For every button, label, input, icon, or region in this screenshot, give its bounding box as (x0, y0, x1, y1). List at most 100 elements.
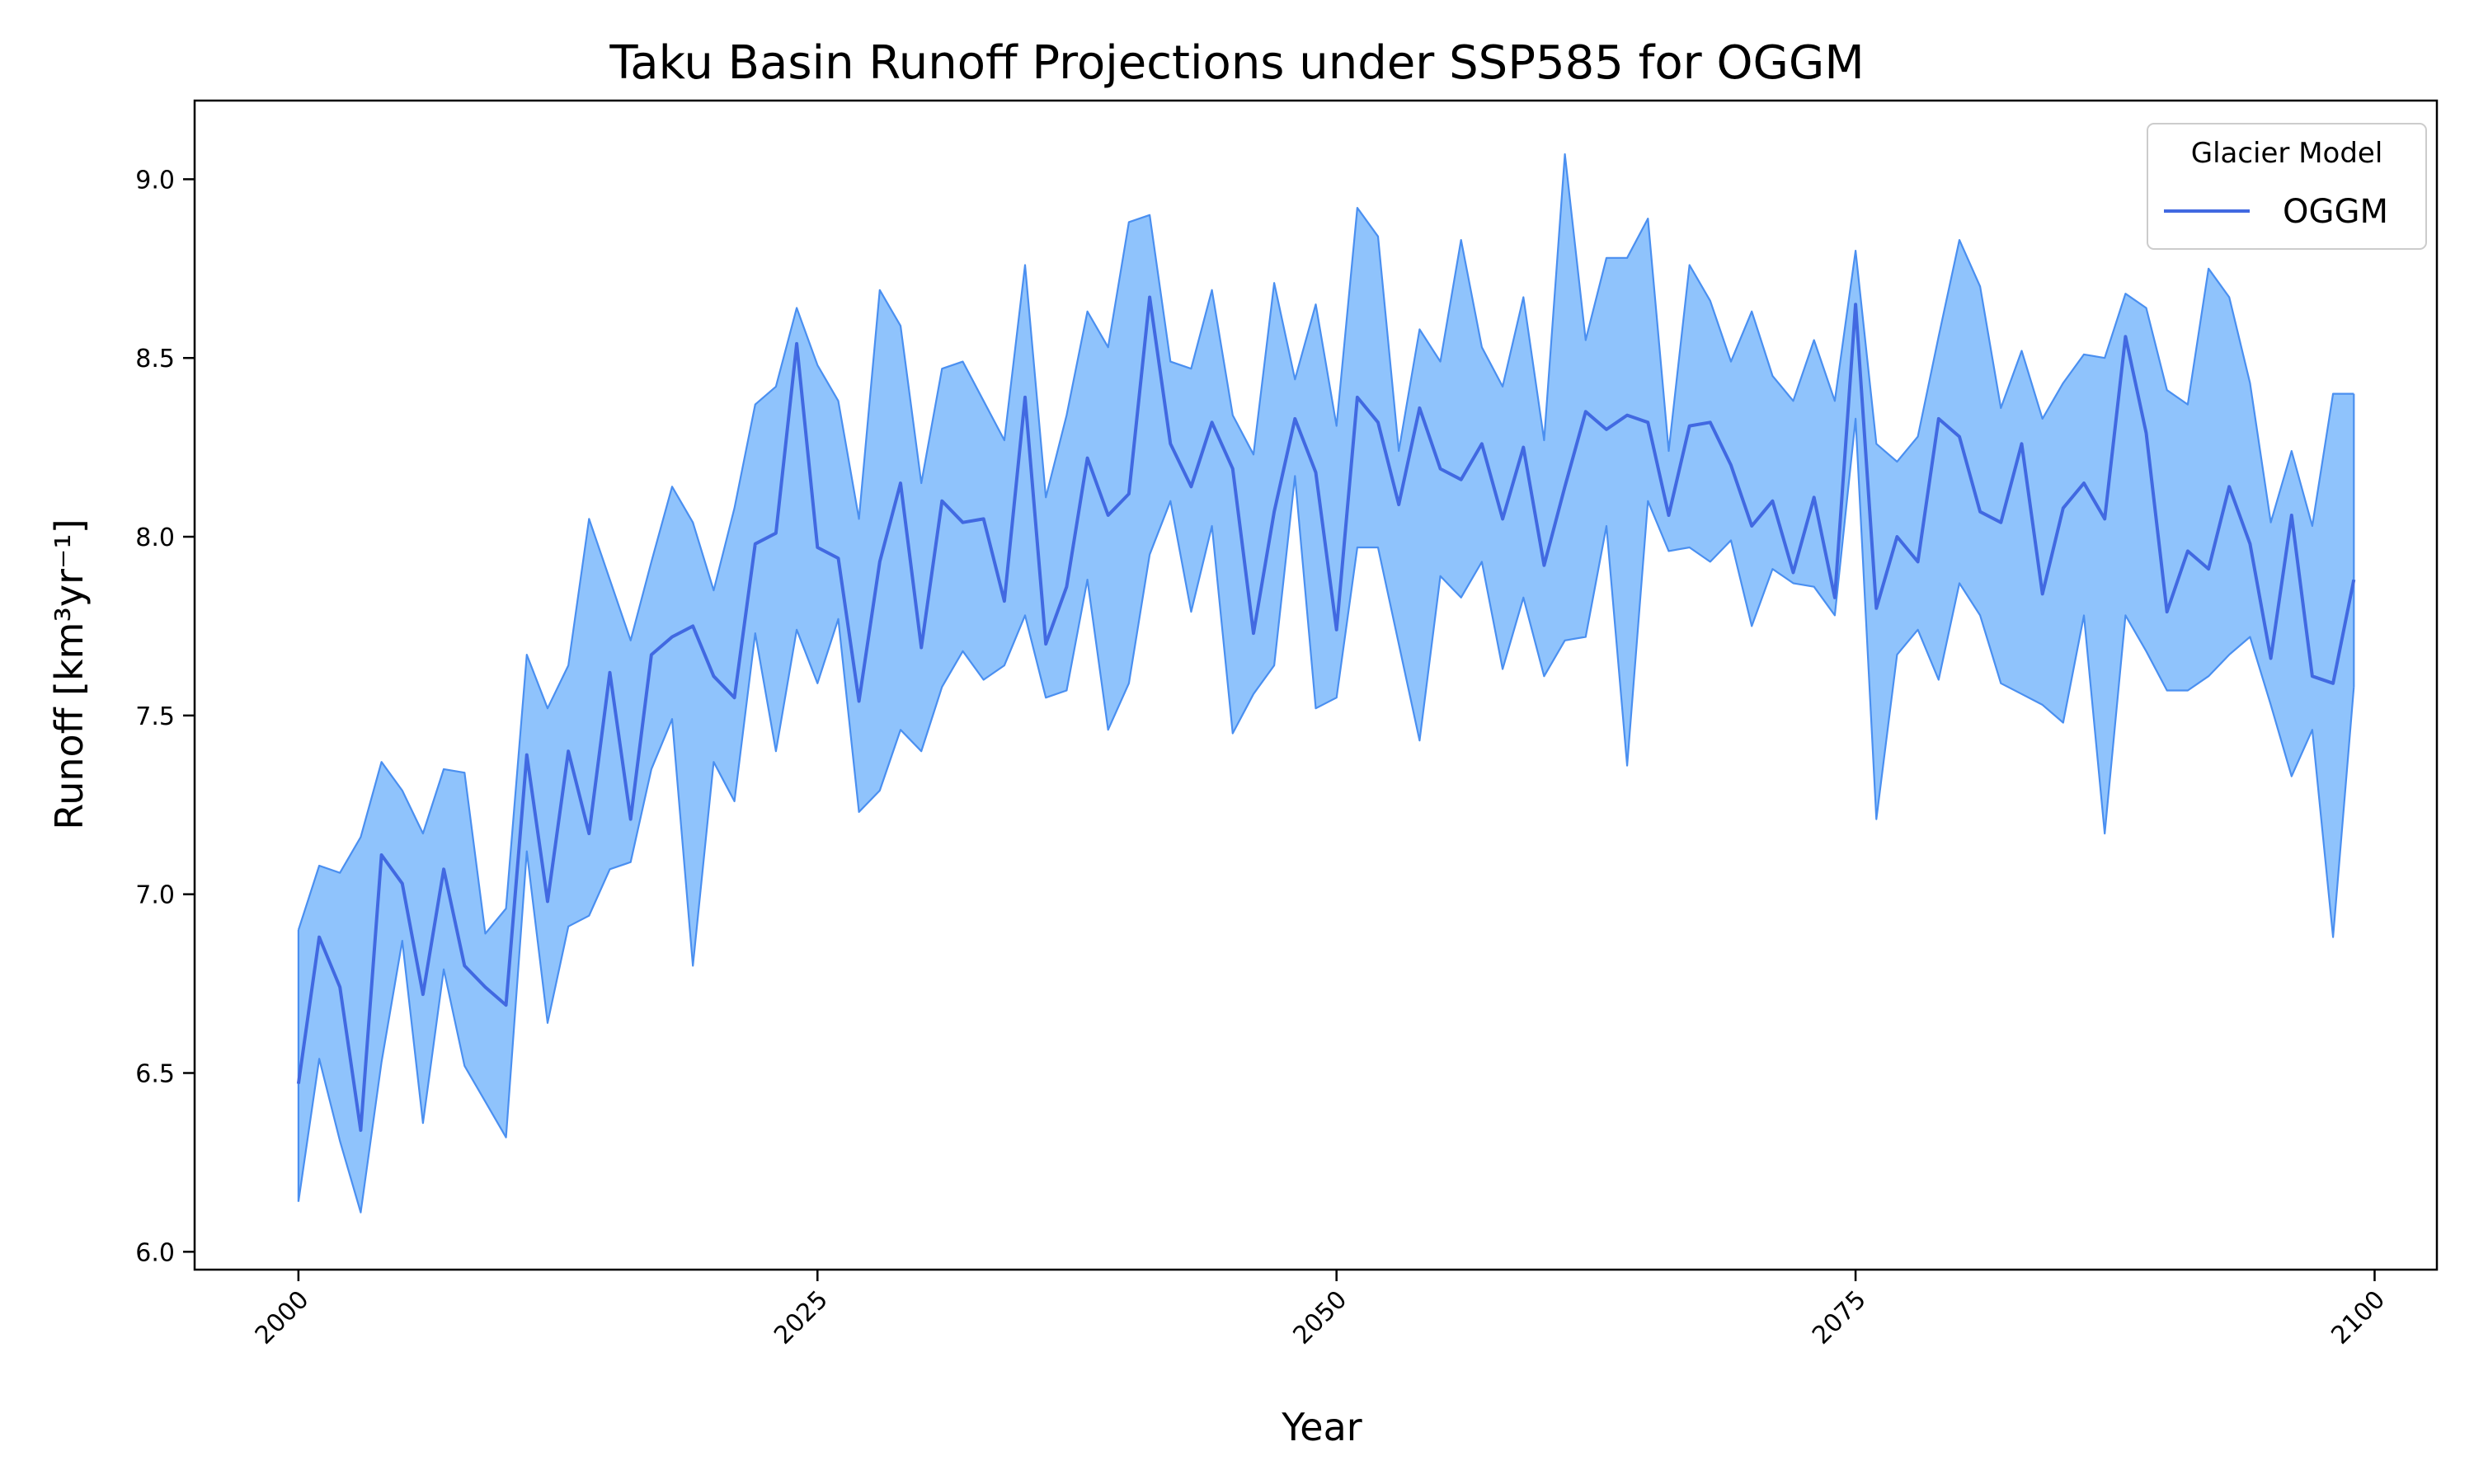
series-point-2019 (690, 623, 695, 628)
series-point-2013 (566, 749, 571, 754)
series-point-2040 (1126, 491, 1131, 496)
series-point-2093 (2227, 484, 2232, 489)
series-point-2011 (524, 753, 529, 758)
legend-title: Glacier Model (2191, 137, 2383, 170)
series-point-2049 (1314, 470, 1319, 475)
series-point-2095 (2269, 656, 2274, 661)
chart-title: Taku Basin Runoff Projections under SSP5… (609, 36, 1864, 90)
series-point-2096 (2289, 513, 2294, 518)
series-point-2004 (379, 852, 384, 857)
series-point-2052 (1376, 420, 1380, 425)
series-point-2001 (317, 935, 322, 940)
series-point-2070 (1749, 524, 1754, 528)
series-point-2024 (794, 341, 799, 346)
series-point-2034 (1002, 599, 1007, 603)
y-tick-label-6.5: 6.5 (135, 1059, 175, 1088)
series-point-2069 (1729, 463, 1733, 467)
oggm-series-line (296, 295, 2356, 1132)
series-point-2020 (711, 674, 716, 679)
plot-area (296, 153, 2356, 1214)
series-point-2073 (1812, 495, 1817, 500)
y-tick-label-8.0: 8.0 (135, 524, 175, 552)
series-point-2077 (1894, 534, 1899, 539)
series-point-2045 (1230, 467, 1235, 472)
series-point-2098 (2331, 681, 2335, 686)
y-tick-label-8.5: 8.5 (135, 345, 175, 373)
series-point-2002 (337, 984, 342, 989)
y-tick-label-7.5: 7.5 (135, 702, 175, 731)
y-axis-title: Runoff [km³yr⁻¹] (47, 519, 92, 829)
series-point-2088 (2123, 334, 2128, 339)
series-point-2086 (2081, 481, 2086, 486)
series-point-2015 (608, 670, 613, 675)
series-point-2083 (2020, 441, 2025, 446)
series-point-2039 (1106, 513, 1111, 518)
series-point-2028 (877, 559, 882, 564)
series-point-2063 (1604, 427, 1609, 432)
y-tick-label-6.0: 6.0 (135, 1238, 175, 1267)
series-point-2047 (1272, 510, 1277, 514)
upper-bound-line (297, 153, 2354, 935)
series-point-2058 (1500, 516, 1505, 521)
series-point-2094 (2247, 542, 2252, 547)
series-point-2000 (296, 1082, 301, 1087)
x-tick-label-2100: 2100 (2326, 1285, 2391, 1350)
series-point-2066 (1667, 513, 1672, 518)
series-point-2091 (2185, 548, 2190, 553)
series-point-2062 (1583, 409, 1588, 414)
series-point-2082 (1998, 520, 2003, 525)
series-point-2090 (2165, 609, 2170, 614)
series-point-2014 (586, 831, 591, 836)
series-point-2048 (1292, 416, 1297, 421)
legend: Glacier Model OGGM (2147, 123, 2427, 250)
series-point-2060 (1541, 563, 1546, 568)
x-tick-label-2000: 2000 (250, 1285, 315, 1350)
series-point-2099 (2351, 577, 2356, 582)
series-point-2089 (2144, 430, 2149, 435)
series-point-2026 (836, 556, 841, 561)
series-point-2003 (358, 1128, 363, 1133)
series-point-2035 (1023, 395, 1028, 400)
series-point-2071 (1770, 499, 1775, 504)
series-point-2036 (1043, 641, 1048, 646)
series-point-2068 (1708, 420, 1713, 425)
series-point-2075 (1853, 302, 1858, 307)
series-point-2072 (1791, 570, 1796, 575)
series-point-2041 (1147, 295, 1152, 300)
x-tick-label-2025: 2025 (769, 1285, 834, 1350)
series-point-2008 (462, 963, 467, 968)
series-point-2061 (1563, 484, 1568, 489)
series-point-2085 (2061, 505, 2066, 510)
series-point-2079 (1936, 416, 1941, 421)
series-point-2065 (1645, 420, 1650, 425)
series-point-2037 (1064, 585, 1069, 589)
series-point-2087 (2102, 516, 2107, 521)
series-point-2064 (1625, 413, 1630, 418)
series-point-2074 (1832, 595, 1837, 600)
plot-frame (193, 99, 2439, 1271)
series-point-2059 (1521, 445, 1526, 450)
series-point-2050 (1334, 627, 1339, 632)
series-point-2057 (1479, 441, 1484, 446)
series-point-2056 (1459, 477, 1464, 482)
series-point-2029 (898, 481, 903, 486)
series-point-2012 (545, 899, 550, 904)
series-point-2092 (2206, 566, 2211, 571)
series-point-2027 (857, 699, 862, 704)
series-point-2067 (1687, 424, 1692, 429)
series-point-2078 (1916, 559, 1921, 564)
series-point-2010 (504, 1003, 509, 1007)
series-point-2042 (1168, 441, 1173, 446)
series-point-2031 (939, 499, 944, 504)
series-point-2084 (2040, 591, 2045, 596)
series-point-2032 (961, 520, 966, 525)
series-point-2044 (1210, 420, 1215, 425)
series-point-2017 (649, 652, 654, 657)
series-point-2018 (670, 635, 675, 640)
series-point-2030 (919, 646, 924, 650)
series-point-2038 (1085, 456, 1090, 461)
series-point-2025 (815, 545, 820, 550)
series-point-2006 (421, 992, 426, 997)
series-point-2009 (483, 984, 488, 989)
